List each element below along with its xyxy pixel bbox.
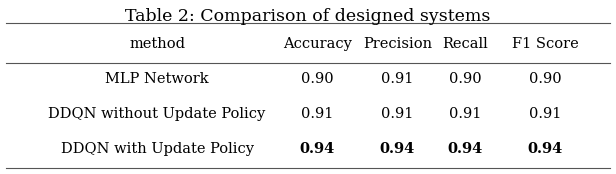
Text: 0.91: 0.91 [449, 107, 481, 121]
Text: DDQN without Update Policy: DDQN without Update Policy [49, 107, 265, 121]
Text: 0.90: 0.90 [449, 72, 481, 86]
Text: 0.94: 0.94 [299, 142, 335, 156]
Text: 0.90: 0.90 [301, 72, 333, 86]
Text: 0.94: 0.94 [379, 142, 415, 156]
Text: 0.94: 0.94 [447, 142, 483, 156]
Text: Recall: Recall [442, 37, 488, 51]
Text: 0.91: 0.91 [529, 107, 561, 121]
Text: 0.94: 0.94 [527, 142, 563, 156]
Text: 0.91: 0.91 [381, 72, 413, 86]
Text: MLP Network: MLP Network [105, 72, 209, 86]
Text: method: method [129, 37, 185, 51]
Text: 0.91: 0.91 [381, 107, 413, 121]
Text: 0.91: 0.91 [301, 107, 333, 121]
Text: Accuracy: Accuracy [283, 37, 352, 51]
Text: Table 2: Comparison of designed systems: Table 2: Comparison of designed systems [125, 8, 491, 25]
Text: Precision: Precision [363, 37, 432, 51]
Text: F1 Score: F1 Score [512, 37, 578, 51]
Text: 0.90: 0.90 [529, 72, 561, 86]
Text: DDQN with Update Policy: DDQN with Update Policy [60, 142, 254, 156]
